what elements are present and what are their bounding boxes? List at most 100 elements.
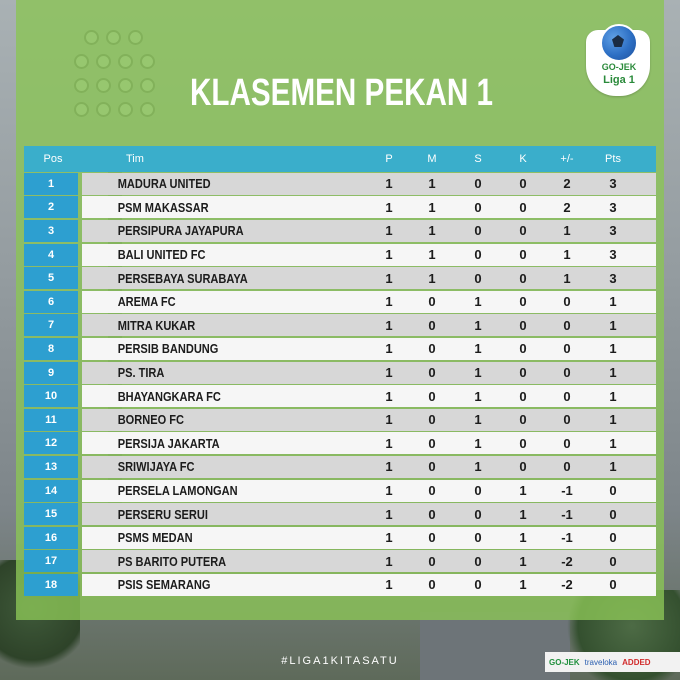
- played-cell: 1: [385, 459, 393, 475]
- table-row: 4 BALI UNITED FC 1 1 0 0 1 3: [24, 243, 656, 267]
- table-row: 16 PSMS MEDAN 1 0 0 1 -1 0: [24, 526, 656, 550]
- position-cell: 13: [24, 455, 78, 478]
- table-row: 13 SRIWIJAYA FC 1 0 1 0 0 1: [24, 455, 656, 479]
- lost-cell: 0: [519, 459, 527, 475]
- goal-diff-cell: 0: [563, 317, 571, 333]
- lost-cell: 1: [519, 577, 527, 593]
- team-name: BORNEO FC: [117, 412, 184, 428]
- table-row: 6 AREMA FC 1 0 1 0 0 1: [24, 290, 656, 314]
- header-won: M: [427, 153, 437, 165]
- position-cell: 11: [24, 408, 78, 431]
- points-cell: 1: [609, 435, 617, 451]
- liga1-logo: GO-JEK Liga 1: [586, 24, 654, 98]
- team-name: PERSERU SERUI: [117, 506, 208, 522]
- header-team: Tim: [126, 153, 144, 165]
- drawn-cell: 1: [474, 341, 482, 357]
- goal-diff-cell: 0: [563, 388, 571, 404]
- lost-cell: 1: [519, 483, 527, 499]
- team-name: PSMS MEDAN: [117, 530, 193, 546]
- points-cell: 1: [609, 365, 617, 381]
- played-cell: 1: [385, 530, 393, 546]
- drawn-cell: 0: [474, 553, 482, 569]
- lost-cell: 0: [519, 412, 527, 428]
- team-name: PSIS SEMARANG: [117, 577, 211, 593]
- played-cell: 1: [385, 341, 393, 357]
- table-row: 5 PERSEBAYA SURABAYA 1 1 0 0 1 3: [24, 266, 656, 290]
- team-name: PS BARITO PUTERA: [117, 553, 227, 569]
- lost-cell: 0: [519, 176, 527, 192]
- row-stats: PSM MAKASSAR 1 1 0 0 2 3: [82, 196, 656, 219]
- goal-diff-cell: 1: [563, 247, 571, 263]
- table-row: 9 PS. TIRA 1 0 1 0 0 1: [24, 361, 656, 385]
- row-stats: SRIWIJAYA FC 1 0 1 0 0 1: [82, 455, 656, 478]
- won-cell: 0: [428, 294, 436, 310]
- lost-cell: 0: [519, 341, 527, 357]
- row-stats: PSIS SEMARANG 1 0 0 1 -2 0: [82, 573, 656, 596]
- table-row: 8 PERSIB BANDUNG 1 0 1 0 0 1: [24, 337, 656, 361]
- table-body: 1 MADURA UNITED 1 1 0 0 2 3 2 PSM MAKASSAR 1 1 0 0 2 3 3…: [24, 172, 656, 597]
- won-cell: 0: [428, 435, 436, 451]
- position-cell: 14: [24, 479, 78, 502]
- goal-diff-cell: 0: [563, 341, 571, 357]
- table-row: 18 PSIS SEMARANG 1 0 0 1 -2 0: [24, 573, 656, 597]
- position-cell: 6: [24, 290, 78, 313]
- position-cell: 17: [24, 550, 78, 573]
- table-row: 1 MADURA UNITED 1 1 0 0 2 3: [24, 172, 656, 196]
- drawn-cell: 0: [474, 247, 482, 263]
- row-stats: PSMS MEDAN 1 0 0 1 -1 0: [82, 526, 656, 549]
- drawn-cell: 0: [474, 270, 482, 286]
- goal-diff-cell: 2: [563, 199, 571, 215]
- points-cell: 0: [609, 483, 617, 499]
- ad-traveloka: traveloka: [584, 657, 618, 667]
- won-cell: 1: [428, 247, 436, 263]
- team-name: PERSIJA JAKARTA: [117, 435, 220, 451]
- drawn-cell: 1: [474, 459, 482, 475]
- drawn-cell: 0: [474, 530, 482, 546]
- team-name: PS. TIRA: [117, 365, 165, 381]
- team-name: PSM MAKASSAR: [117, 199, 209, 215]
- ad-board: GO-JEK traveloka ADDED: [545, 652, 680, 672]
- table-header: Pos Tim P M S K +/- Pts: [24, 146, 656, 172]
- logo-league: Liga 1: [603, 74, 635, 86]
- logo-brand: GO-JEK: [601, 62, 637, 72]
- goal-diff-cell: -2: [561, 553, 573, 569]
- drawn-cell: 0: [474, 506, 482, 522]
- lost-cell: 0: [519, 317, 527, 333]
- played-cell: 1: [385, 483, 393, 499]
- played-cell: 1: [385, 294, 393, 310]
- goal-diff-cell: 0: [563, 412, 571, 428]
- won-cell: 0: [428, 317, 436, 333]
- row-stats: PS BARITO PUTERA 1 0 0 1 -2 0: [82, 550, 656, 573]
- won-cell: 0: [428, 365, 436, 381]
- lost-cell: 0: [519, 270, 527, 286]
- points-cell: 0: [609, 506, 617, 522]
- table-row: 17 PS BARITO PUTERA 1 0 0 1 -2 0: [24, 550, 656, 574]
- won-cell: 0: [428, 341, 436, 357]
- points-cell: 0: [609, 553, 617, 569]
- lost-cell: 0: [519, 294, 527, 310]
- row-stats: BHAYANGKARA FC 1 0 1 0 0 1: [82, 385, 656, 408]
- table-row: 11 BORNEO FC 1 0 1 0 0 1: [24, 408, 656, 432]
- lost-cell: 0: [519, 365, 527, 381]
- drawn-cell: 1: [474, 435, 482, 451]
- row-stats: PERSIB BANDUNG 1 0 1 0 0 1: [82, 337, 656, 360]
- team-name: BHAYANGKARA FC: [117, 388, 221, 404]
- drawn-cell: 1: [474, 388, 482, 404]
- table-row: 15 PERSERU SERUI 1 0 0 1 -1 0: [24, 502, 656, 526]
- lost-cell: 0: [519, 435, 527, 451]
- ad-gojek: GO-JEK: [549, 657, 580, 667]
- goal-diff-cell: -1: [561, 506, 573, 522]
- won-cell: 1: [428, 176, 436, 192]
- won-cell: 0: [428, 388, 436, 404]
- points-cell: 1: [609, 341, 617, 357]
- points-cell: 0: [609, 530, 617, 546]
- header-lost: K: [519, 153, 527, 165]
- team-name: AREMA FC: [117, 294, 176, 310]
- hashtag: #LIGA1KITASATU: [281, 655, 399, 667]
- row-stats: PERSERU SERUI 1 0 0 1 -1 0: [82, 503, 656, 526]
- header-drawn: S: [474, 153, 482, 165]
- header-goal-diff: +/-: [560, 153, 574, 165]
- points-cell: 3: [609, 176, 617, 192]
- lost-cell: 1: [519, 530, 527, 546]
- position-cell: 2: [24, 196, 78, 219]
